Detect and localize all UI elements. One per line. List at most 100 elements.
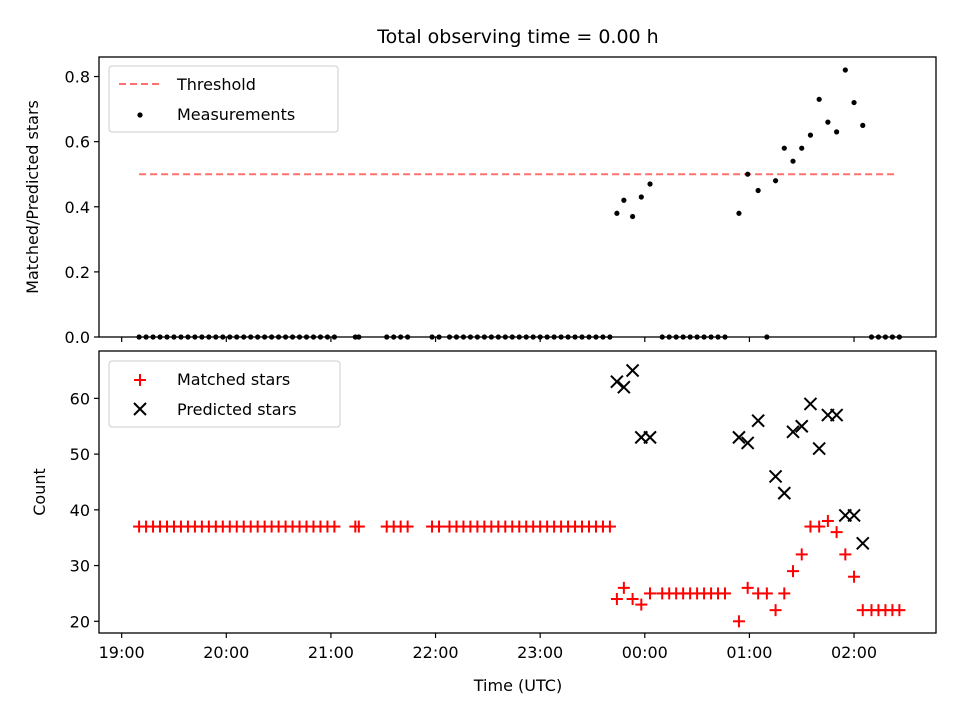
count-y-axis-label: Count bbox=[30, 468, 49, 516]
count-legend: Matched stars Predicted stars bbox=[109, 361, 340, 427]
measurement-point bbox=[586, 334, 591, 339]
matched-legend-label: Matched stars bbox=[177, 370, 290, 389]
measurement-point bbox=[607, 334, 612, 339]
measurement-point bbox=[825, 120, 830, 125]
measurement-point bbox=[489, 334, 494, 339]
ratio-y-tick-label: 0.0 bbox=[65, 328, 90, 347]
measurement-point bbox=[674, 334, 679, 339]
x-tick-label: 02:00 bbox=[831, 643, 877, 662]
measurement-point bbox=[660, 334, 665, 339]
figure: Total observing time = 0.00 h 0.00.20.40… bbox=[0, 0, 960, 720]
measurement-point bbox=[482, 334, 487, 339]
ratio-legend: Threshold Measurements bbox=[109, 66, 338, 132]
measurement-point bbox=[681, 334, 686, 339]
measurement-point bbox=[558, 334, 563, 339]
measurement-point bbox=[171, 334, 176, 339]
measurement-point bbox=[695, 334, 700, 339]
measurement-point bbox=[890, 334, 895, 339]
measurement-point bbox=[150, 334, 155, 339]
measurement-point bbox=[255, 334, 260, 339]
count-y-tick-label: 50 bbox=[70, 445, 90, 464]
measurement-point bbox=[715, 334, 720, 339]
x-tick-label: 19:00 bbox=[99, 643, 145, 662]
measurement-point bbox=[290, 334, 295, 339]
x-tick-label: 20:00 bbox=[203, 643, 249, 662]
count-y-tick-label: 20 bbox=[70, 612, 90, 631]
measurement-point bbox=[318, 334, 323, 339]
measurement-point bbox=[647, 181, 652, 186]
measurement-point bbox=[897, 334, 902, 339]
measurement-point bbox=[565, 334, 570, 339]
measurement-point bbox=[764, 334, 769, 339]
ratio-y-tick-label: 0.6 bbox=[65, 133, 90, 152]
measurement-point bbox=[269, 334, 274, 339]
measurement-point bbox=[429, 334, 434, 339]
measurement-point bbox=[384, 334, 389, 339]
measurement-point bbox=[614, 211, 619, 216]
count-y-tick-label: 60 bbox=[70, 389, 90, 408]
measurement-point bbox=[552, 334, 557, 339]
measurement-point bbox=[688, 334, 693, 339]
measurement-point bbox=[869, 334, 874, 339]
measurement-point bbox=[475, 334, 480, 339]
measurement-point bbox=[206, 334, 211, 339]
measurement-point bbox=[391, 334, 396, 339]
measurement-point bbox=[883, 334, 888, 339]
measurement-point bbox=[297, 334, 302, 339]
measurement-point bbox=[799, 146, 804, 151]
threshold-legend-label: Threshold bbox=[176, 75, 256, 94]
measurement-point bbox=[199, 334, 204, 339]
measurement-point bbox=[790, 159, 795, 164]
measurement-point bbox=[579, 334, 584, 339]
measurement-point bbox=[405, 334, 410, 339]
measurement-point bbox=[524, 334, 529, 339]
x-tick-label: 22:00 bbox=[412, 643, 458, 662]
x-axis-label: Time (UTC) bbox=[473, 676, 562, 695]
measurement-point bbox=[213, 334, 218, 339]
measurement-point bbox=[851, 100, 856, 105]
measurement-point bbox=[241, 334, 246, 339]
measurement-point bbox=[843, 67, 848, 72]
measurement-point bbox=[503, 334, 508, 339]
measurement-point bbox=[262, 334, 267, 339]
measurement-point bbox=[276, 334, 281, 339]
measurement-point bbox=[234, 334, 239, 339]
measurement-point bbox=[876, 334, 881, 339]
measurement-point bbox=[736, 211, 741, 216]
measurement-point bbox=[137, 334, 142, 339]
ratio-y-tick-label: 0.8 bbox=[65, 68, 90, 87]
measurement-point bbox=[447, 334, 452, 339]
predicted-legend-label: Predicted stars bbox=[177, 400, 297, 419]
chart-title: Total observing time = 0.00 h bbox=[376, 26, 658, 48]
x-tick-label: 21:00 bbox=[308, 643, 354, 662]
measurement-point bbox=[808, 133, 813, 138]
measurement-point bbox=[817, 97, 822, 102]
measurement-point bbox=[860, 123, 865, 128]
measurement-point bbox=[283, 334, 288, 339]
measurement-point bbox=[708, 334, 713, 339]
measurement-point bbox=[304, 334, 309, 339]
measurement-point bbox=[510, 334, 515, 339]
measurement-point bbox=[517, 334, 522, 339]
measurement-point bbox=[227, 334, 232, 339]
measurement-point bbox=[639, 194, 644, 199]
measurement-point bbox=[325, 334, 330, 339]
measurement-point bbox=[593, 334, 598, 339]
count-y-tick-label: 40 bbox=[70, 501, 90, 520]
measurement-point bbox=[220, 334, 225, 339]
measurement-point bbox=[545, 334, 550, 339]
measurement-point bbox=[667, 334, 672, 339]
measurement-point bbox=[701, 334, 706, 339]
measurements-legend-label: Measurements bbox=[177, 105, 295, 124]
ratio-y-axis-label: Matched/Predicted stars bbox=[23, 100, 42, 294]
measurement-point bbox=[756, 188, 761, 193]
measurement-point bbox=[332, 334, 337, 339]
x-tick-label: 23:00 bbox=[517, 643, 563, 662]
measurement-point bbox=[248, 334, 253, 339]
measurement-point bbox=[538, 334, 543, 339]
measurement-point bbox=[398, 334, 403, 339]
measurement-point bbox=[356, 334, 361, 339]
measurement-point bbox=[630, 214, 635, 219]
measurement-point bbox=[531, 334, 536, 339]
measurement-point bbox=[192, 334, 197, 339]
